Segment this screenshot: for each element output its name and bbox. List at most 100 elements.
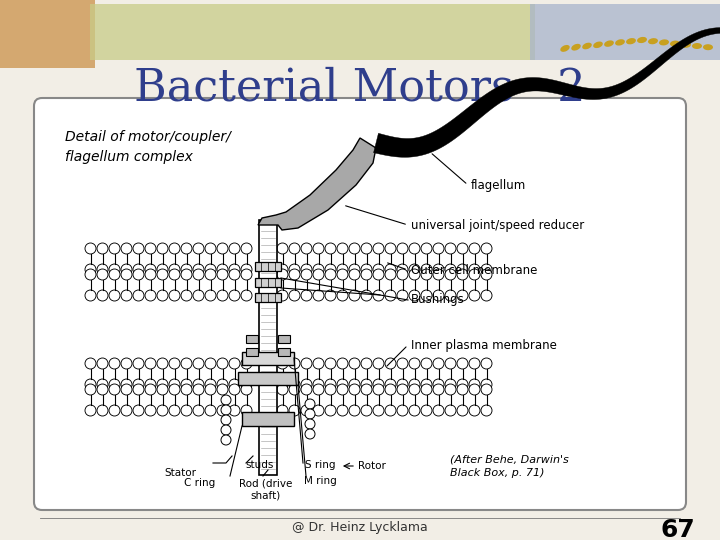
- Circle shape: [277, 290, 288, 301]
- Circle shape: [361, 358, 372, 369]
- Circle shape: [373, 405, 384, 416]
- Circle shape: [325, 405, 336, 416]
- Ellipse shape: [560, 45, 570, 52]
- Circle shape: [181, 269, 192, 280]
- Circle shape: [385, 384, 396, 395]
- Circle shape: [313, 358, 324, 369]
- Text: @ Dr. Heinz Lycklama: @ Dr. Heinz Lycklama: [292, 522, 428, 535]
- Circle shape: [205, 264, 216, 275]
- Circle shape: [97, 405, 108, 416]
- Circle shape: [397, 358, 408, 369]
- Circle shape: [205, 269, 216, 280]
- Circle shape: [241, 384, 252, 395]
- Circle shape: [349, 379, 360, 390]
- Circle shape: [481, 358, 492, 369]
- Circle shape: [97, 384, 108, 395]
- Circle shape: [85, 405, 96, 416]
- Circle shape: [169, 243, 180, 254]
- Circle shape: [325, 264, 336, 275]
- Circle shape: [121, 405, 132, 416]
- Circle shape: [221, 435, 231, 445]
- Circle shape: [337, 358, 348, 369]
- Circle shape: [397, 290, 408, 301]
- Circle shape: [361, 290, 372, 301]
- Circle shape: [457, 264, 468, 275]
- Bar: [90, 4, 535, 60]
- Circle shape: [205, 290, 216, 301]
- Circle shape: [313, 290, 324, 301]
- Circle shape: [85, 358, 96, 369]
- Text: 67: 67: [660, 518, 695, 540]
- Circle shape: [301, 384, 312, 395]
- Circle shape: [193, 379, 204, 390]
- Circle shape: [221, 405, 231, 415]
- Circle shape: [97, 358, 108, 369]
- Circle shape: [349, 358, 360, 369]
- Circle shape: [301, 264, 312, 275]
- Circle shape: [301, 405, 312, 416]
- Bar: [255, 262, 281, 271]
- Text: Stator: Stator: [164, 468, 196, 478]
- Circle shape: [133, 358, 144, 369]
- Circle shape: [373, 384, 384, 395]
- Circle shape: [241, 269, 252, 280]
- Circle shape: [181, 358, 192, 369]
- Circle shape: [193, 269, 204, 280]
- Circle shape: [109, 379, 120, 390]
- Circle shape: [481, 290, 492, 301]
- Circle shape: [433, 358, 444, 369]
- Circle shape: [469, 269, 480, 280]
- Circle shape: [85, 269, 96, 280]
- Circle shape: [229, 264, 240, 275]
- Circle shape: [421, 358, 432, 369]
- Circle shape: [97, 290, 108, 301]
- Circle shape: [421, 243, 432, 254]
- Ellipse shape: [593, 42, 603, 48]
- Ellipse shape: [571, 44, 581, 51]
- Circle shape: [229, 290, 240, 301]
- Circle shape: [205, 405, 216, 416]
- Text: (After Behe, Darwin's
Black Box, p. 71): (After Behe, Darwin's Black Box, p. 71): [450, 455, 569, 478]
- Circle shape: [469, 379, 480, 390]
- Ellipse shape: [582, 43, 592, 49]
- Circle shape: [457, 379, 468, 390]
- Circle shape: [145, 264, 156, 275]
- Circle shape: [157, 243, 168, 254]
- Circle shape: [289, 264, 300, 275]
- Circle shape: [121, 384, 132, 395]
- Circle shape: [157, 405, 168, 416]
- Circle shape: [481, 243, 492, 254]
- Text: Bacterial Motors - 2: Bacterial Motors - 2: [134, 66, 586, 110]
- Circle shape: [313, 405, 324, 416]
- Circle shape: [469, 290, 480, 301]
- Circle shape: [481, 384, 492, 395]
- Circle shape: [241, 379, 252, 390]
- Circle shape: [457, 269, 468, 280]
- Circle shape: [301, 290, 312, 301]
- Circle shape: [277, 405, 288, 416]
- Circle shape: [221, 415, 231, 425]
- Circle shape: [433, 290, 444, 301]
- Circle shape: [193, 405, 204, 416]
- Ellipse shape: [659, 39, 669, 45]
- Circle shape: [205, 379, 216, 390]
- Circle shape: [361, 379, 372, 390]
- Circle shape: [421, 379, 432, 390]
- Circle shape: [361, 243, 372, 254]
- Circle shape: [445, 269, 456, 280]
- Circle shape: [289, 358, 300, 369]
- Text: S ring: S ring: [305, 460, 336, 470]
- Circle shape: [385, 405, 396, 416]
- Text: Inner plasma membrane: Inner plasma membrane: [411, 339, 557, 352]
- Circle shape: [217, 264, 228, 275]
- Circle shape: [193, 290, 204, 301]
- Circle shape: [157, 358, 168, 369]
- Circle shape: [277, 269, 288, 280]
- Circle shape: [337, 243, 348, 254]
- Circle shape: [97, 269, 108, 280]
- Circle shape: [109, 243, 120, 254]
- Circle shape: [109, 269, 120, 280]
- Bar: [530, 4, 720, 60]
- Text: Rotor: Rotor: [358, 461, 386, 471]
- Circle shape: [305, 419, 315, 429]
